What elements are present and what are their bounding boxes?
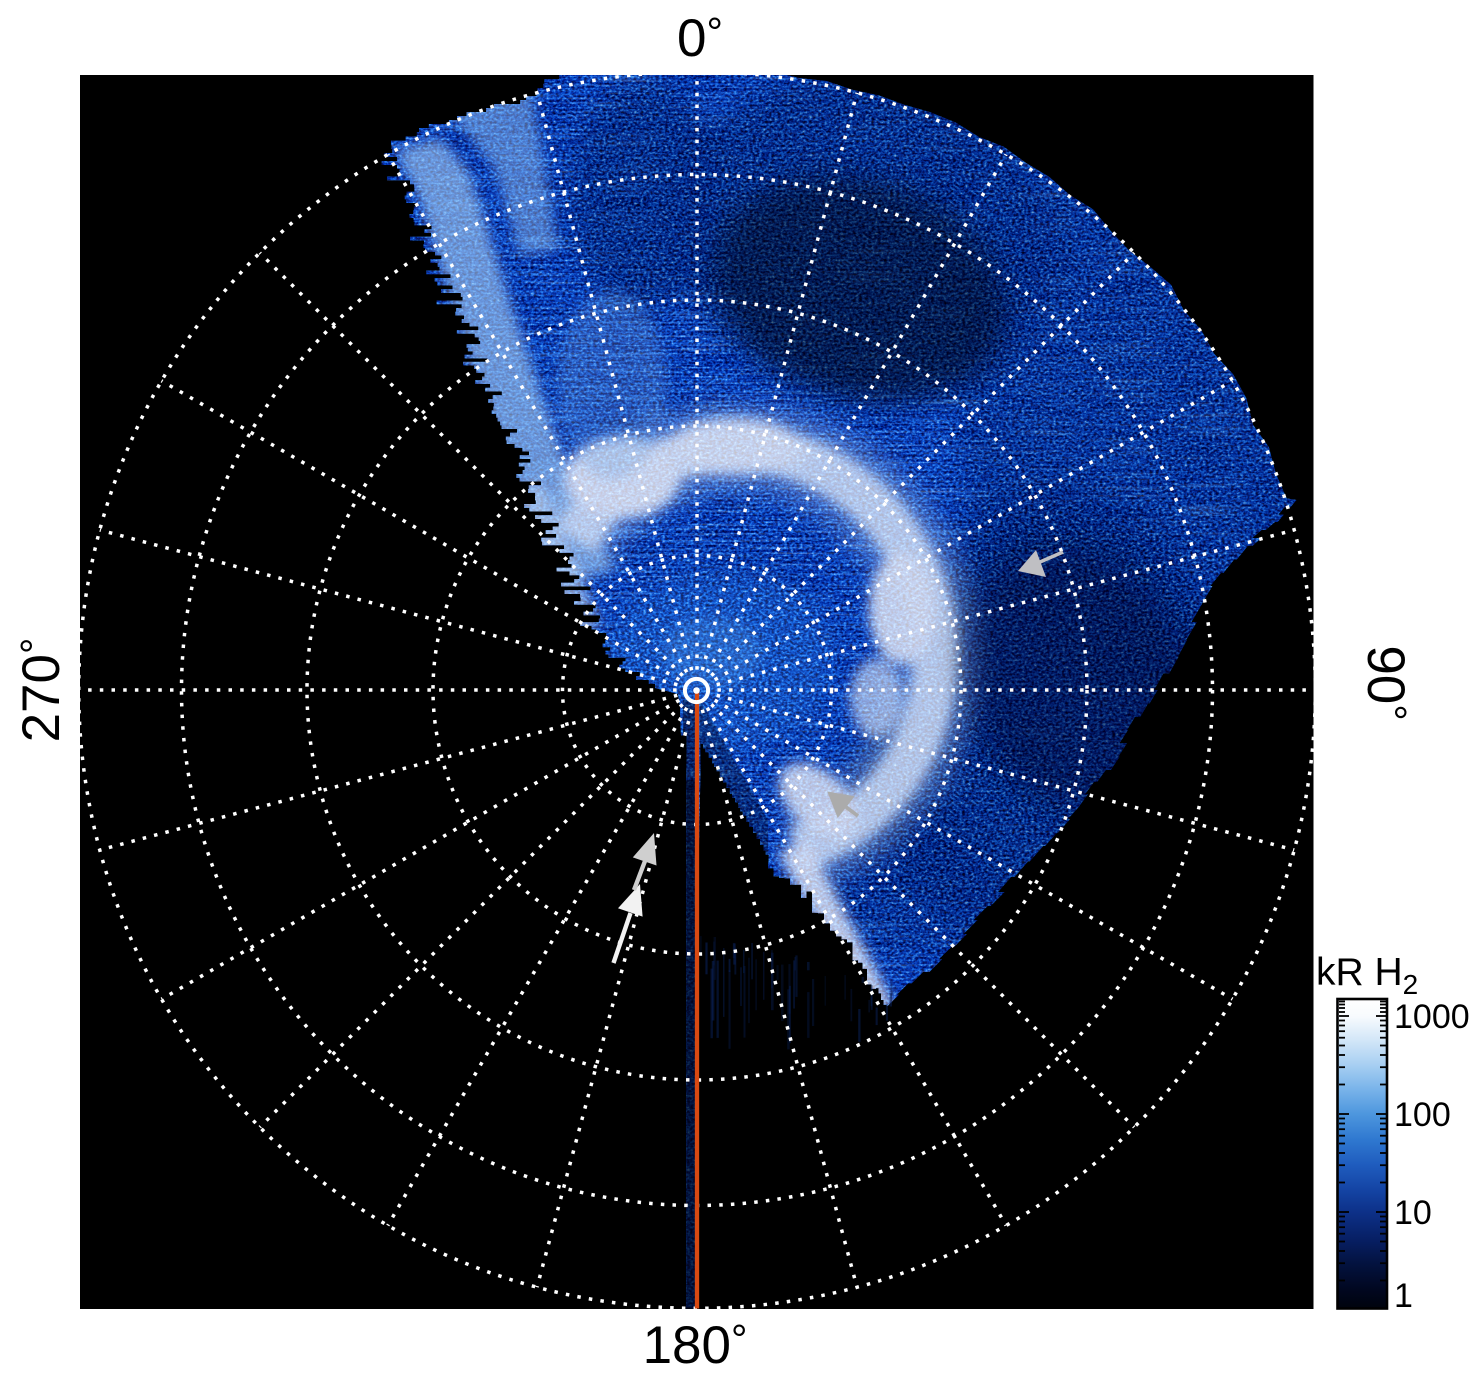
svg-text:180°: 180°	[643, 1316, 748, 1375]
svg-text:10: 10	[1394, 1194, 1432, 1232]
svg-text:1000: 1000	[1394, 998, 1470, 1036]
svg-text:kR H2: kR H2	[1316, 951, 1418, 1000]
svg-text:1: 1	[1394, 1277, 1413, 1315]
svg-text:100: 100	[1394, 1096, 1451, 1134]
svg-text:270°: 270°	[12, 638, 71, 743]
